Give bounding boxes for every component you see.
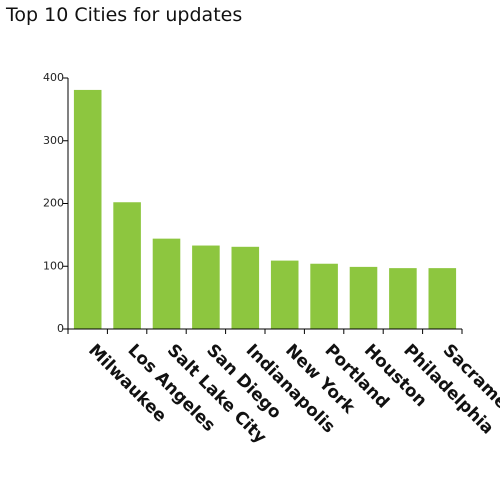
y-tick-label: 300 [43,134,64,147]
bar-houston [349,266,378,329]
y-tick-label: 400 [43,71,64,84]
y-tick-label: 0 [57,322,64,335]
bar-san-diego [192,245,220,329]
y-tick-label: 100 [43,259,64,272]
bar-philadelphia [389,268,417,329]
bar-salt-lake-city [152,238,181,329]
chart-title: Top 10 Cities for updates [6,4,243,26]
bars-group [73,89,457,329]
bar-portland [310,263,338,329]
bar-los-angeles [113,202,141,329]
bar-milwaukee [73,89,102,329]
bar-new-york [270,260,299,329]
axes-group: 0 100 200 300 400 [43,71,463,335]
bar-sacramento [428,268,457,329]
y-tick-label: 200 [43,197,64,210]
bar-indianapolis [231,246,260,329]
